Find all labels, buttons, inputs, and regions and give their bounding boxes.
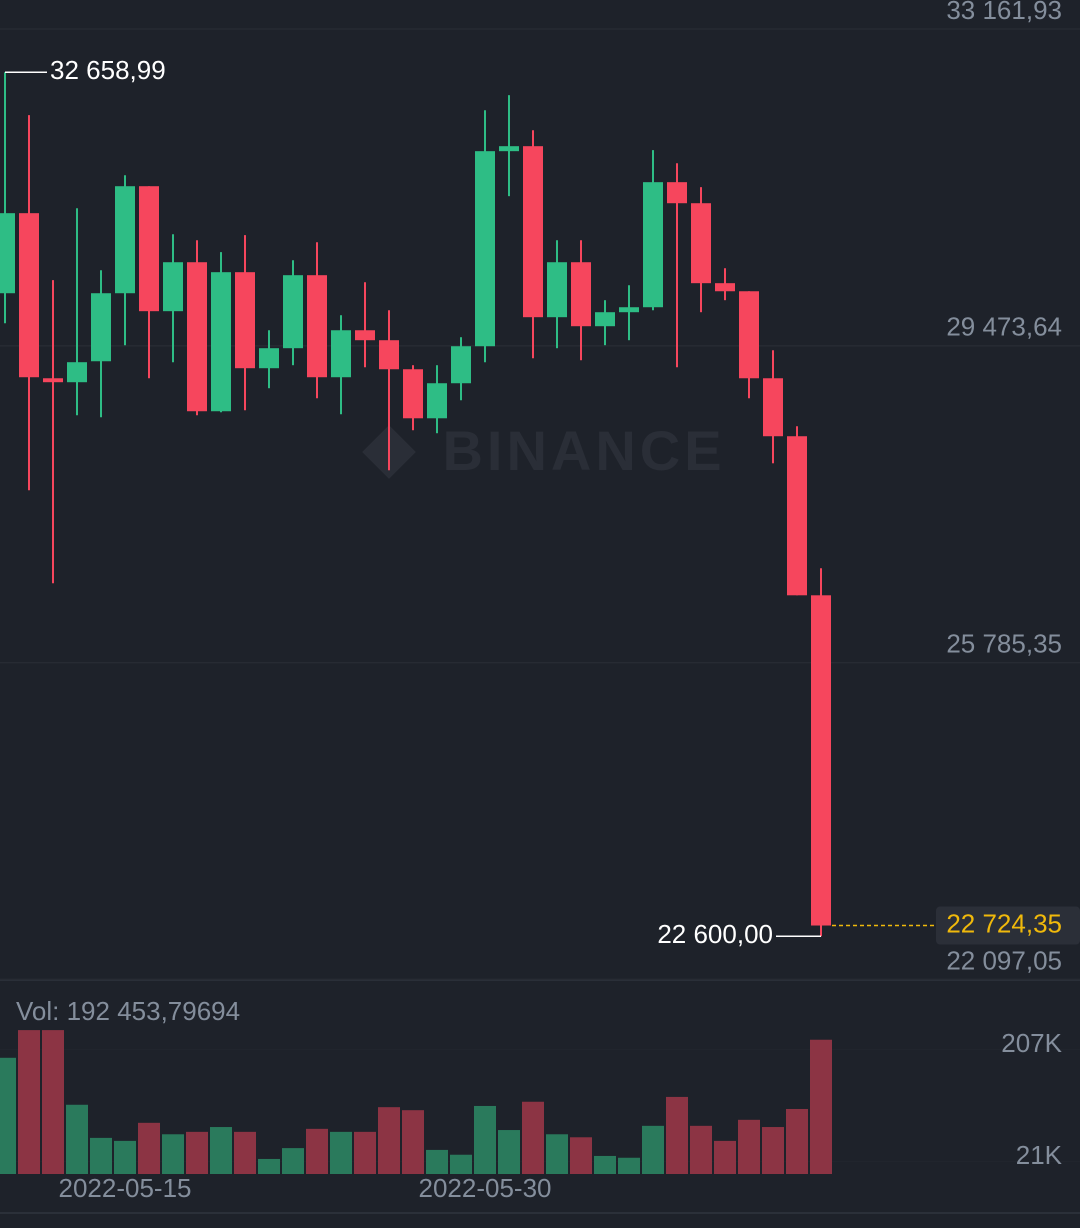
volume-bar	[42, 1030, 64, 1174]
candle-body	[19, 213, 39, 378]
x-tick-label: 2022-05-30	[419, 1173, 552, 1203]
last-price-label: 22 724,35	[946, 908, 1062, 938]
volume-bar	[762, 1127, 784, 1174]
volume-bar	[546, 1134, 568, 1174]
volume-bar	[450, 1154, 472, 1174]
volume-label: Vol: 192 453,79694	[16, 996, 240, 1026]
candle-body	[667, 182, 687, 204]
volume-bar	[18, 1030, 40, 1174]
volume-bar	[786, 1108, 808, 1174]
volume-bar	[306, 1128, 328, 1174]
volume-bar	[690, 1125, 712, 1174]
candle-body	[67, 362, 87, 383]
candle-body	[451, 346, 471, 384]
candle-body	[187, 262, 207, 412]
volume-bar	[666, 1096, 688, 1174]
candle-body	[235, 272, 255, 369]
volume-bar	[426, 1149, 448, 1174]
candle-body	[91, 293, 111, 362]
volume-bar	[138, 1122, 160, 1174]
y-tick-label: 21K	[1016, 1140, 1063, 1170]
volume-bar	[498, 1130, 520, 1174]
volume-bar	[282, 1148, 304, 1174]
candle-body	[571, 262, 591, 327]
candle-body	[0, 213, 15, 294]
volume-bar	[642, 1125, 664, 1174]
watermark: BINANCE	[442, 419, 725, 482]
candle-body	[691, 203, 711, 284]
candle-body	[787, 436, 807, 596]
candle-body	[811, 595, 831, 926]
candle-body	[523, 146, 543, 318]
y-tick-label: 25 785,35	[946, 628, 1062, 658]
volume-bar	[618, 1157, 640, 1174]
volume-bar	[570, 1137, 592, 1174]
candle-body	[403, 369, 423, 419]
volume-bar	[378, 1107, 400, 1174]
candle-body	[331, 330, 351, 378]
volume-bar	[330, 1131, 352, 1174]
y-tick-label: 207K	[1001, 1028, 1062, 1058]
candle-body	[547, 262, 567, 318]
candle-body	[43, 378, 63, 383]
candle-body	[139, 186, 159, 312]
x-tick-label: 2022-05-15	[59, 1173, 192, 1203]
candle-body	[355, 330, 375, 341]
candle-body	[211, 272, 231, 412]
volume-bar	[594, 1155, 616, 1174]
volume-bar	[66, 1104, 88, 1174]
y-tick-label: 22 097,05	[946, 945, 1062, 975]
volume-bar	[474, 1105, 496, 1174]
volume-bar	[738, 1119, 760, 1174]
volume-bar	[210, 1127, 232, 1174]
candle-body	[427, 383, 447, 419]
volume-bar	[402, 1110, 424, 1174]
candle-body	[739, 291, 759, 379]
candle-body	[763, 378, 783, 437]
volume-bar	[810, 1039, 832, 1174]
volume-bar	[90, 1137, 112, 1174]
candle-body	[163, 262, 183, 312]
high-marker-label: 32 658,99	[50, 55, 166, 85]
volume-bar	[714, 1140, 736, 1174]
last-price-box	[936, 906, 1080, 945]
candle-body	[307, 275, 327, 378]
candle-body	[283, 275, 303, 349]
volume-bar	[186, 1131, 208, 1174]
candle-body	[595, 312, 615, 327]
candle-body	[379, 340, 399, 370]
low-marker-label: 22 600,00	[657, 919, 773, 949]
candle-body	[643, 182, 663, 308]
y-tick-label: 29 473,64	[946, 312, 1062, 342]
y-tick-label: 33 161,93	[946, 0, 1062, 25]
candle-body	[115, 186, 135, 294]
volume-bar	[0, 1057, 16, 1174]
candle-body	[715, 283, 735, 292]
candle-body	[619, 307, 639, 313]
candle-body	[499, 146, 519, 152]
volume-bar	[258, 1158, 280, 1174]
volume-bar	[114, 1140, 136, 1174]
candle-body	[475, 151, 495, 347]
candle-body	[259, 348, 279, 369]
volume-bar	[522, 1101, 544, 1174]
volume-bar	[234, 1131, 256, 1174]
volume-bar	[162, 1134, 184, 1174]
volume-bar	[354, 1131, 376, 1174]
